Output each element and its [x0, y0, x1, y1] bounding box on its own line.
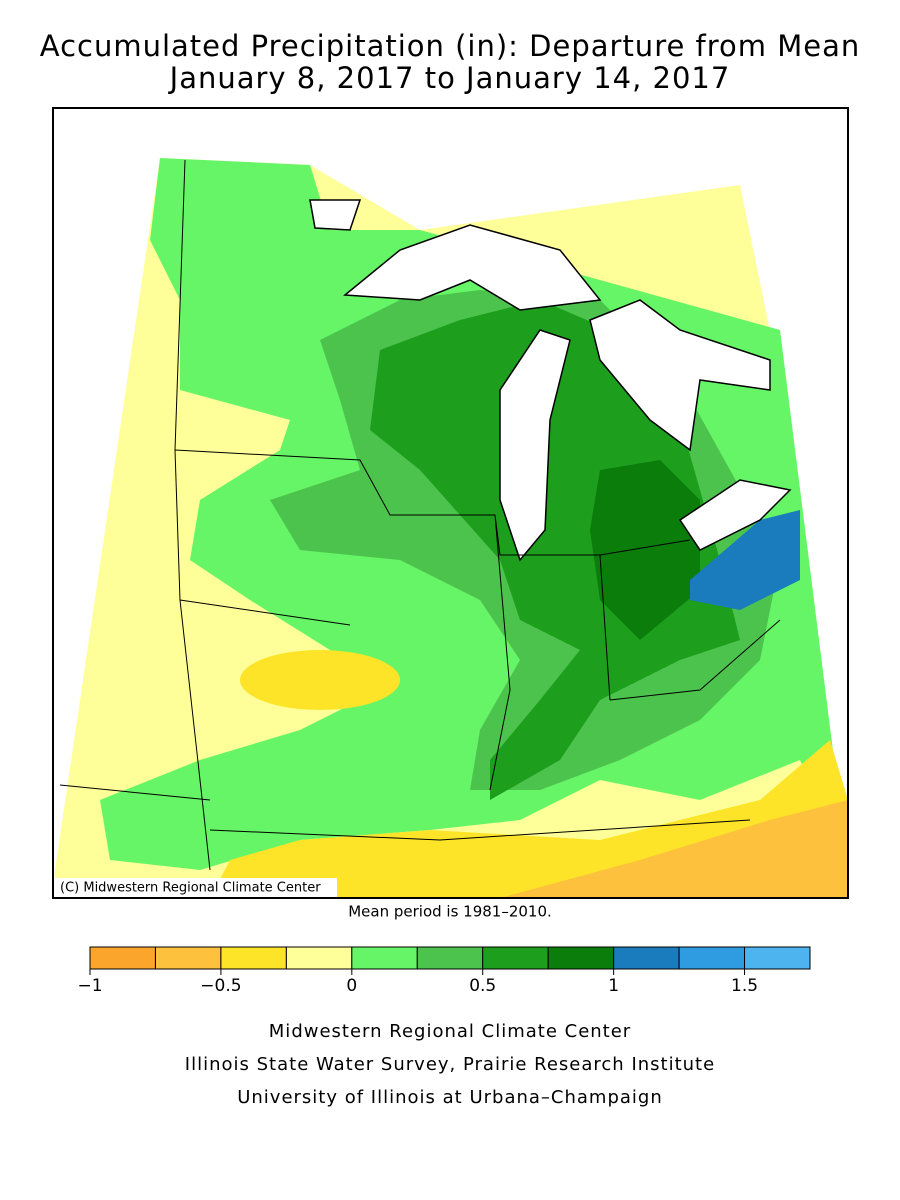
state-borders: [59, 159, 781, 871]
colorbar-cell: [220, 946, 287, 970]
colorbar-cell: [416, 946, 484, 970]
footer-line: University of Illinois at Urbana–Champai…: [237, 1087, 663, 1108]
wet-area-4: [590, 460, 700, 640]
footer-line: Illinois State Water Survey, Prairie Res…: [185, 1054, 715, 1075]
colorbar-cell: [613, 946, 680, 970]
colorbar-cell: [744, 946, 811, 970]
colorbar-label: 0.5: [469, 976, 496, 996]
wet-area-3: [370, 300, 740, 800]
dry-spot: [240, 650, 400, 710]
credit-box: [53, 878, 337, 898]
footer-line: Midwestern Regional Climate Center: [269, 1021, 631, 1042]
credit: (C) Midwestern Regional Climate Center: [60, 881, 321, 896]
colorbar: −1 −0.5 0 0.5 1 1.5: [77, 946, 811, 996]
colorbar-label: −1: [77, 976, 102, 996]
colorbar-cell: [678, 946, 746, 970]
mean-note: Mean period is 1981–2010.: [348, 903, 552, 921]
colorbar-cell: [482, 946, 549, 970]
dry-area-2: [500, 800, 848, 898]
map: (C) Midwestern Regional Climate Center: [53, 158, 848, 898]
colorbar-cell: [547, 946, 615, 970]
wet-area-5: [690, 510, 800, 610]
subtitle: January 8, 2017 to January 14, 2017: [168, 61, 731, 95]
colorbar-label: 0: [346, 976, 357, 996]
colorbar-label: −0.5: [200, 976, 241, 996]
colorbar-cell: [351, 946, 418, 970]
colorbar-cell: [285, 946, 353, 970]
colorbar-cell: [89, 946, 156, 970]
great-lakes: [309, 199, 792, 562]
colorbar-label: 1: [608, 976, 619, 996]
colorbar-label: 1.5: [731, 976, 758, 996]
title: Accumulated Precipitation (in): Departur…: [40, 29, 861, 63]
colorbar-cell: [154, 946, 222, 970]
map-frame: [52, 107, 849, 899]
